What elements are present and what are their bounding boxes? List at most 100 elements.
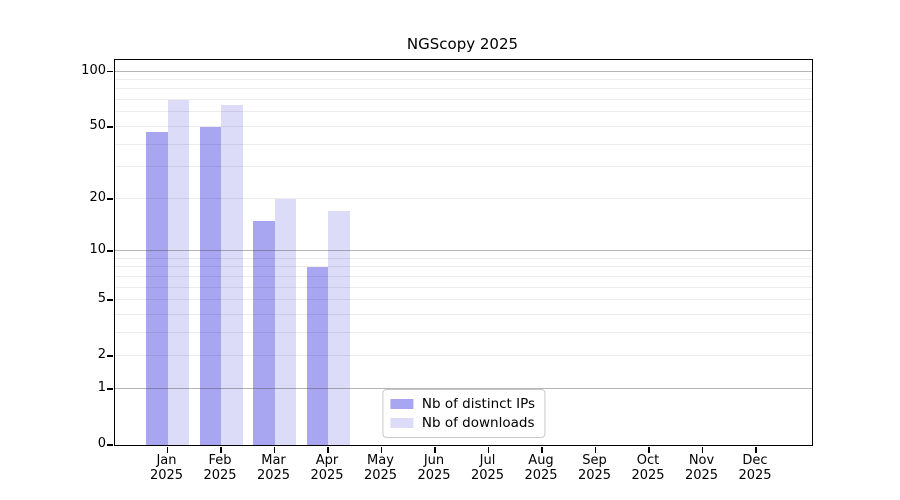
- x-tick-year: 2025: [149, 468, 184, 483]
- legend-label-downloads: Nb of downloads: [421, 415, 535, 431]
- x-tick-month: Nov: [688, 453, 715, 468]
- x-tick-feb: [220, 446, 222, 453]
- x-tick-year: 2025: [524, 468, 558, 483]
- x-tick-month: Jan: [156, 453, 177, 468]
- x-tick-oct: [648, 446, 650, 453]
- gridline-60: [115, 111, 812, 113]
- x-tick-label-jan: Jan 2025: [139, 453, 195, 483]
- x-tick-sep: [594, 446, 597, 453]
- y-tick-0: [107, 444, 114, 446]
- y-tick-20: [107, 197, 114, 200]
- x-tick-month: May: [367, 453, 394, 468]
- x-tick-month: Mar: [261, 453, 286, 468]
- gridline-7: [115, 275, 812, 277]
- x-tick-month: Aug: [528, 453, 554, 468]
- x-tick-mar: [273, 446, 276, 453]
- y-tick-1: [107, 388, 114, 390]
- bar-distinct-ips-apr: [306, 267, 328, 445]
- y-tick-label-5: 5: [97, 291, 106, 306]
- x-tick-month: Jul: [479, 453, 496, 468]
- x-tick-year: 2025: [631, 468, 665, 483]
- x-tick-month: Sep: [582, 453, 607, 468]
- gridline-30: [115, 166, 812, 168]
- x-tick-year: 2025: [203, 468, 237, 483]
- y-tick-label-2: 2: [97, 347, 106, 363]
- x-tick-month: Feb: [208, 453, 232, 468]
- x-tick-may: [380, 446, 383, 453]
- x-tick-year: 2025: [738, 468, 772, 483]
- x-tick-month: Oct: [636, 453, 660, 468]
- x-tick-jul: [487, 446, 490, 453]
- x-tick-label-may: May 2025: [353, 453, 409, 483]
- gridline-90: [115, 79, 812, 80]
- y-tick-label-10: 10: [89, 242, 106, 257]
- x-tick-label-jun: Jun 2025: [406, 453, 462, 483]
- bar-downloads-feb: [221, 104, 243, 445]
- y-tick-50: [107, 126, 114, 128]
- bar-distinct-ips-mar: [253, 220, 275, 445]
- y-tick-2: [107, 355, 114, 357]
- y-tick-label-1: 1: [97, 379, 106, 395]
- x-tick-label-feb: Feb 2025: [192, 453, 248, 483]
- gridline-6: [115, 286, 812, 288]
- plot-area: Nb of distinct IPs Nb of downloads: [107, 59, 813, 453]
- x-tick-year: 2025: [310, 468, 344, 483]
- x-tick-nov: [701, 446, 704, 453]
- y-tick-label-100: 100: [81, 62, 106, 78]
- bar-distinct-ips-feb: [199, 126, 221, 445]
- x-tick-year: 2025: [363, 468, 398, 483]
- bar-distinct-ips-jan: [146, 131, 168, 445]
- x-tick-year: 2025: [256, 468, 291, 483]
- y-tick-label-50: 50: [89, 117, 106, 133]
- gridline-1: [115, 387, 812, 389]
- x-tick-label-sep: Sep 2025: [567, 453, 623, 483]
- gridline-50: [115, 125, 812, 127]
- x-tick-year: 2025: [684, 468, 719, 483]
- x-tick-month: Jun: [423, 453, 445, 468]
- bar-downloads-jan: [167, 100, 189, 445]
- x-tick-aug: [541, 446, 543, 453]
- gridline-100: [115, 70, 812, 72]
- x-tick-dec: [755, 446, 757, 453]
- legend-label-distinct-ips: Nb of distinct IPs: [421, 396, 536, 412]
- x-tick-year: 2025: [577, 468, 612, 483]
- legend: Nb of distinct IPs Nb of downloads: [381, 389, 546, 438]
- gridline-40: [115, 143, 812, 145]
- gridline-5: [115, 299, 812, 300]
- gridline-2: [115, 355, 812, 357]
- gridline-3: [115, 331, 812, 333]
- x-tick-apr: [327, 446, 329, 453]
- legend-item-distinct-ips: Nb of distinct IPs: [389, 396, 536, 412]
- legend-swatch-distinct-ips: [389, 399, 413, 409]
- gridline-9: [115, 257, 812, 259]
- y-tick-label-20: 20: [89, 189, 106, 205]
- x-tick-month: Dec: [742, 453, 768, 468]
- x-tick-label-aug: Aug 2025: [513, 453, 569, 483]
- chart-title: NGScopy 2025: [406, 35, 519, 53]
- x-tick-label-nov: Nov 2025: [674, 453, 730, 483]
- x-tick-jun: [434, 446, 436, 453]
- x-tick-year: 2025: [470, 468, 505, 483]
- gridline-4: [115, 313, 812, 315]
- y-tick-10: [107, 250, 114, 252]
- y-tick-5: [107, 299, 114, 301]
- gridline-8: [115, 266, 812, 268]
- x-tick-label-oct: Oct 2025: [620, 453, 676, 483]
- x-tick-label-jul: Jul 2025: [460, 453, 516, 483]
- gridline-80: [115, 88, 812, 90]
- x-tick-month: Apr: [315, 453, 339, 468]
- x-tick-year: 2025: [417, 468, 451, 483]
- bar-downloads-mar: [274, 198, 296, 445]
- gridline-10: [115, 250, 812, 251]
- y-tick-label-0: 0: [97, 436, 106, 451]
- x-tick-label-apr: Apr 2025: [299, 453, 355, 483]
- x-tick-jan: [166, 446, 169, 453]
- x-tick-label-mar: Mar 2025: [246, 453, 302, 483]
- gridline-20: [115, 197, 812, 199]
- y-tick-100: [107, 70, 114, 73]
- legend-swatch-downloads: [389, 418, 413, 428]
- legend-item-downloads: Nb of downloads: [389, 415, 535, 431]
- bar-downloads-apr: [328, 211, 350, 445]
- gridline-70: [115, 99, 812, 101]
